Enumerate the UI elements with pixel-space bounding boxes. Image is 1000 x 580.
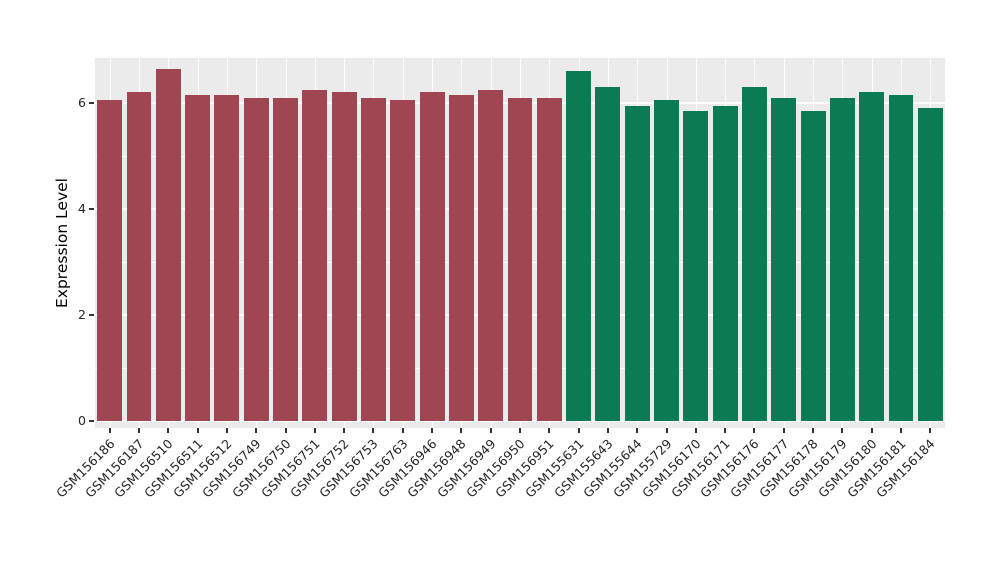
x-tick-mark — [870, 428, 873, 433]
y-tick-mark — [89, 208, 94, 210]
bar — [360, 97, 386, 421]
x-tick-mark — [313, 428, 316, 433]
plot-panel — [95, 58, 945, 428]
bar — [273, 97, 298, 421]
y-tick-label: 0 — [78, 413, 86, 428]
x-tick-mark — [460, 428, 463, 433]
bar — [683, 110, 709, 421]
bar — [624, 105, 650, 421]
bar — [771, 97, 797, 421]
x-tick-mark — [284, 428, 287, 433]
bar — [97, 100, 123, 421]
bar — [155, 68, 181, 421]
x-tick-mark — [167, 428, 170, 433]
y-tick-label: 2 — [78, 307, 86, 322]
bar — [507, 97, 533, 421]
bar — [243, 97, 269, 421]
x-tick-mark — [900, 428, 903, 433]
x-tick-mark — [225, 428, 228, 433]
x-tick-mark — [636, 428, 639, 433]
bar — [566, 71, 592, 421]
y-tick-mark — [89, 420, 94, 422]
bar — [829, 97, 855, 421]
x-tick-mark — [753, 428, 756, 433]
bar — [448, 95, 474, 421]
bar — [859, 92, 885, 421]
x-tick-mark — [577, 428, 580, 433]
y-tick-mark — [89, 102, 94, 104]
y-axis-title: Expression Level — [53, 178, 71, 308]
bar — [478, 89, 504, 421]
x-tick-mark — [137, 428, 140, 433]
bar — [302, 89, 328, 421]
x-tick-mark — [841, 428, 844, 433]
bar — [331, 92, 357, 421]
x-tick-mark — [255, 428, 258, 433]
y-tick-mark — [89, 314, 94, 316]
x-tick-mark — [372, 428, 375, 433]
bar — [419, 92, 445, 421]
x-tick-mark — [489, 428, 492, 433]
bar — [185, 95, 211, 421]
x-tick-mark — [929, 428, 932, 433]
y-tick-label: 4 — [78, 201, 86, 216]
x-tick-mark — [196, 428, 199, 433]
y-tick-label: 6 — [78, 95, 86, 110]
x-tick-mark — [431, 428, 434, 433]
x-tick-mark — [782, 428, 785, 433]
bar — [654, 100, 679, 421]
x-tick-mark — [519, 428, 521, 433]
bar — [917, 108, 943, 421]
bar — [536, 97, 562, 421]
bar — [742, 87, 767, 421]
bar — [712, 105, 738, 421]
bar — [214, 95, 240, 421]
x-tick-mark — [548, 428, 551, 433]
bar — [390, 100, 416, 421]
x-tick-mark — [606, 428, 609, 433]
bar — [800, 110, 826, 421]
x-tick-mark — [665, 428, 668, 433]
x-tick-mark — [812, 428, 815, 433]
x-tick-mark — [724, 428, 727, 433]
bar — [126, 92, 152, 421]
x-tick-mark — [694, 428, 697, 433]
x-tick-mark — [401, 428, 404, 433]
x-tick-mark — [108, 428, 111, 433]
x-tick-mark — [343, 428, 346, 433]
bar — [888, 95, 914, 421]
bar — [595, 87, 621, 421]
